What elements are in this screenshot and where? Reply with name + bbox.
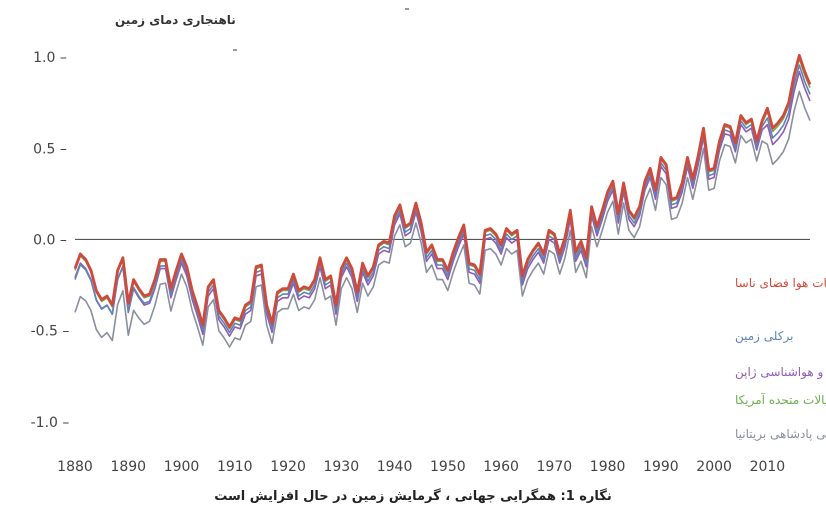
x-tick-label: 2000 bbox=[696, 459, 732, 475]
stray-dot bbox=[405, 8, 409, 10]
stray-dot bbox=[233, 49, 237, 51]
x-tick-label: 1880 bbox=[57, 459, 93, 475]
legend-entry: موسسه گودارد برای مطالعات هوا فضای ناسا bbox=[735, 276, 826, 291]
x-tick-label: 1980 bbox=[590, 459, 626, 475]
y-axis-title: ناهنجاری دمای زمین bbox=[115, 13, 236, 27]
x-tick-label: 1990 bbox=[643, 459, 679, 475]
x-axis: 1880 1890 1900 1910 1920 1930 1940 1950 1960 1970… bbox=[57, 459, 785, 475]
y-tick-label: 1.0 – bbox=[33, 50, 67, 66]
x-tick-label: 1910 bbox=[217, 459, 253, 475]
x-tick-label: 1920 bbox=[270, 459, 306, 475]
series-line bbox=[74, 64, 811, 334]
x-tick-label: 1970 bbox=[537, 459, 573, 475]
series-lines bbox=[73, 53, 812, 348]
y-axis: 1.0 – 0.5 – 0.0 – -0.5 – -1.0 – bbox=[31, 50, 70, 431]
x-tick-label: 1930 bbox=[323, 459, 359, 475]
x-tick-label: 1900 bbox=[164, 459, 200, 475]
legend-entry: واحد پژوهشی آب و هوا، مرکز پیش بینی آب و… bbox=[735, 426, 826, 442]
x-tick-label: 1940 bbox=[377, 459, 413, 475]
series-line bbox=[74, 57, 811, 330]
x-tick-label: 1890 bbox=[110, 459, 146, 475]
series-line bbox=[73, 53, 812, 329]
legend-entry: اداره ملی اقیانوس و اتمسفر ایالات متحده … bbox=[735, 392, 826, 408]
y-tick-label: 0.5 – bbox=[33, 141, 67, 157]
y-tick-label: -1.0 – bbox=[31, 415, 70, 431]
x-tick-label: 1950 bbox=[430, 459, 466, 475]
legend: واحد پژوهشی آب و هوا، مرکز پیش بینی آب و… bbox=[735, 276, 826, 442]
legend-entry: بنگاه آب و هواشناسی ژاپن bbox=[735, 364, 826, 380]
series-line bbox=[74, 90, 811, 348]
y-tick-label: -0.5 – bbox=[31, 324, 70, 340]
legend-entry: برکلی زمین bbox=[735, 329, 793, 344]
x-tick-label: 1960 bbox=[483, 459, 519, 475]
series-line bbox=[74, 70, 811, 337]
y-tick-label: 0.0 – bbox=[33, 232, 67, 248]
figure-caption: نگاره 1: همگرایی جهانی ، گرمایش زمین در … bbox=[214, 489, 612, 504]
x-tick-label: 2010 bbox=[750, 459, 786, 475]
